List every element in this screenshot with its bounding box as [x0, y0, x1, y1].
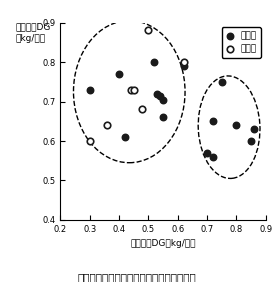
- ２等級: [211, 119, 215, 124]
- Text: （kg/日）: （kg/日）: [15, 34, 45, 43]
- １等級: [132, 87, 136, 92]
- Text: 図１．放牧中のＤＧと肥育中のＤＧの相関: 図１．放牧中のＤＧと肥育中のＤＧの相関: [78, 272, 196, 282]
- ２等級: [158, 93, 162, 98]
- X-axis label: 放牧中のDG（kg/日）: 放牧中のDG（kg/日）: [130, 239, 196, 248]
- １等級: [181, 60, 186, 64]
- Legend: ２等級, １等級: ２等級, １等級: [222, 27, 261, 58]
- ２等級: [155, 91, 159, 96]
- ２等級: [234, 123, 239, 127]
- ２等級: [181, 64, 186, 68]
- ２等級: [252, 127, 256, 131]
- ２等級: [211, 155, 215, 159]
- ２等級: [161, 115, 165, 120]
- ２等級: [123, 135, 127, 139]
- ２等級: [205, 151, 209, 155]
- ２等級: [249, 139, 253, 143]
- ２等級: [161, 97, 165, 102]
- Text: 肥育中のDG: 肥育中のDG: [15, 23, 50, 32]
- １等級: [140, 107, 145, 112]
- ２等級: [219, 80, 224, 84]
- １等級: [129, 87, 133, 92]
- ２等級: [117, 72, 121, 76]
- ２等級: [152, 60, 156, 64]
- １等級: [146, 28, 150, 33]
- ２等級: [87, 87, 92, 92]
- １等級: [87, 139, 92, 143]
- １等級: [105, 123, 109, 127]
